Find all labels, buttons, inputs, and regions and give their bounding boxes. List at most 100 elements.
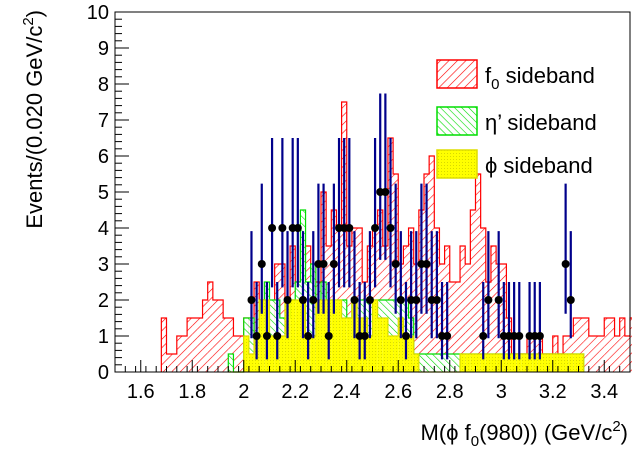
bar-phi [248,354,255,372]
data-marker [278,224,287,232]
data-point [293,138,302,288]
x-tick-label: 2.6 [384,381,412,403]
bar-f0 [197,318,203,372]
x-tick-label: 1.6 [127,381,155,403]
data-marker [391,260,400,268]
data-point [304,282,313,360]
x-tick-label: 1.8 [178,381,206,403]
data-marker [396,296,405,304]
x-tick-label: 2 [238,381,249,403]
bar-f0 [161,318,167,372]
bar-eta [228,354,234,372]
data-marker [443,332,452,340]
bar-phi [290,300,296,372]
bar-phi [490,354,497,372]
bar-f0 [624,336,630,372]
bar-f0 [377,210,383,372]
data-point [432,231,441,339]
bar-f0 [176,336,182,372]
bar-phi [506,354,512,372]
bar-f0 [619,318,625,372]
bar-phi [521,354,527,372]
data-point [386,138,395,288]
data-point [561,183,570,314]
data-marker [257,260,266,268]
legend: f0 sideband η’ sideband ϕ sideband [436,59,597,179]
data-point [257,183,266,314]
bar-eta [444,354,450,372]
bar-phi [295,300,301,372]
bar-eta [418,354,424,372]
bar-phi [465,354,471,372]
svg-text:η’ sideband: η’ sideband [485,110,597,135]
data-marker [283,296,292,304]
bar-phi [331,300,337,372]
x-tick-label: 3 [496,381,507,403]
bar-phi [578,354,584,372]
bar-eta [434,354,440,372]
data-marker [515,332,524,340]
bar-f0 [171,354,177,372]
svg-text:ϕ sideband: ϕ sideband [485,153,593,178]
y-tick-label: 0 [98,362,109,384]
bar-phi [269,336,275,372]
data-marker [412,296,421,304]
bar-f0 [630,318,632,372]
data-marker [345,224,354,232]
bar-phi [470,354,476,372]
bar-phi [475,354,481,372]
legend-item-eta-sideband: η’ sideband [436,106,597,136]
bar-phi [557,354,564,372]
data-point [365,231,374,339]
bar-phi [346,318,352,372]
bar-f0 [465,264,471,372]
data-point [535,282,544,360]
data-point [494,231,503,339]
bar-phi [501,354,507,372]
tick-labels: 1.6 1.8 2 2.2 2.4 2.6 2.8 3 3.2 3.4 0 1 2 3 4 5 6 7 8 9 10 [87,2,618,403]
bar-eta [449,354,455,372]
bar-phi [413,354,419,372]
data-marker [371,224,380,232]
bar-f0 [583,318,589,372]
data-point [360,282,369,360]
data-point [391,183,400,314]
data-point [324,282,333,360]
bar-phi [315,300,321,372]
bar-phi [573,354,579,372]
data-point [396,231,405,339]
bar-phi [485,354,491,372]
legend-swatch-phi [436,149,478,179]
axis-ticks [114,11,631,373]
bar-f0 [604,318,610,372]
data-point [298,231,307,339]
bar-f0 [207,282,213,372]
bar-phi [367,336,373,372]
data-point [319,183,328,314]
data-marker [386,224,395,232]
y-tick-label: 6 [98,146,109,168]
bar-f0 [228,318,234,372]
data-point [278,138,287,288]
bar-f0 [475,174,481,372]
data-marker [293,224,302,232]
bar-phi [408,336,414,372]
data-point [247,231,256,339]
data-marker [304,332,313,340]
bar-phi [516,354,522,372]
bar-f0 [223,318,229,372]
x-tick-label: 2.4 [333,381,361,403]
data-point [479,282,488,360]
bar-f0 [609,318,615,372]
data-point [515,282,524,360]
y-tick-label: 5 [98,182,109,204]
data-marker [329,260,338,268]
bar-eta [439,354,445,372]
data-point [309,231,318,339]
bar-phi [480,354,486,372]
data-marker [247,296,256,304]
data-marker [268,224,277,232]
x-tick-label: 3.2 [539,381,567,403]
bar-f0 [449,282,455,372]
bar-phi [398,318,404,372]
